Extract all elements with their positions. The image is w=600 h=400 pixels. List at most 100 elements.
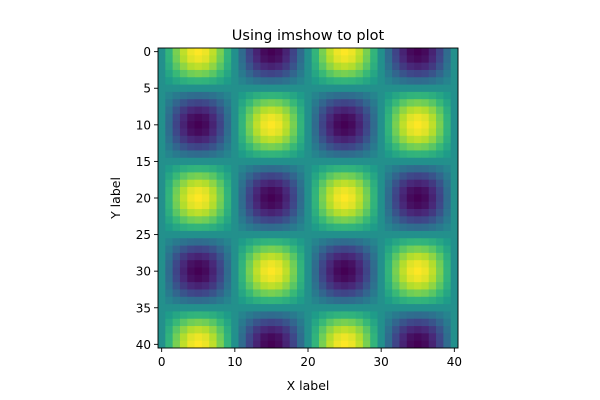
heatmap-cell	[297, 201, 305, 210]
heatmap-cell	[362, 84, 371, 93]
heatmap-cell	[443, 165, 452, 173]
heatmap-cell	[304, 128, 313, 137]
heatmap-cell	[443, 238, 452, 246]
heatmap-cell	[318, 55, 327, 64]
heatmap-cell	[450, 252, 459, 261]
heatmap-cell	[238, 282, 247, 290]
heatmap-cell	[318, 304, 327, 312]
heatmap-cell	[253, 216, 261, 225]
heatmap-cell	[428, 179, 437, 188]
heatmap-cell	[384, 48, 393, 56]
heatmap-cell	[223, 106, 232, 115]
heatmap-cell	[223, 230, 232, 239]
heatmap-cell	[289, 296, 298, 305]
heatmap-cell	[282, 128, 291, 137]
heatmap-cell	[201, 179, 210, 188]
heatmap-cell	[348, 62, 356, 71]
heatmap-cell	[289, 282, 298, 290]
heatmap-cell	[282, 304, 291, 312]
heatmap-cell	[165, 216, 174, 225]
heatmap-cell	[436, 245, 444, 254]
heatmap-cell	[304, 62, 313, 71]
heatmap-cell	[238, 304, 247, 312]
heatmap-cell	[399, 289, 408, 298]
heatmap-cell	[238, 179, 247, 188]
heatmap-cell	[194, 179, 203, 188]
heatmap-cell	[428, 333, 437, 342]
heatmap-cell	[165, 267, 174, 276]
heatmap-cell	[304, 311, 313, 320]
heatmap-cell	[275, 150, 283, 159]
heatmap-cell	[450, 84, 459, 93]
heatmap-cell	[223, 48, 232, 56]
heatmap-cell	[179, 260, 188, 268]
heatmap-cell	[362, 121, 371, 129]
heatmap-cell	[370, 99, 378, 107]
heatmap-cell	[267, 282, 276, 290]
heatmap-cell	[384, 62, 393, 71]
heatmap-cell	[223, 135, 232, 144]
heatmap-cell	[333, 267, 342, 276]
heatmap-cell	[231, 135, 239, 144]
heatmap-cell	[443, 333, 452, 342]
heatmap-cell	[223, 238, 232, 246]
heatmap-cell	[304, 230, 313, 239]
heatmap-cell	[253, 69, 261, 78]
heatmap-cell	[289, 165, 298, 173]
heatmap-cell	[355, 208, 364, 217]
heatmap-cell	[245, 150, 254, 159]
heatmap-cell	[348, 84, 356, 93]
heatmap-cell	[428, 326, 437, 334]
heatmap-cell	[209, 48, 217, 56]
heatmap-cell	[326, 223, 335, 232]
heatmap-cell	[392, 201, 400, 210]
heatmap-cell	[355, 157, 364, 166]
heatmap-cell	[377, 333, 386, 342]
heatmap-cell	[216, 62, 225, 71]
heatmap-cell	[428, 48, 437, 56]
heatmap-cell	[194, 194, 203, 203]
heatmap-cell	[179, 165, 188, 173]
heatmap-cell	[384, 296, 393, 305]
heatmap-cell	[179, 84, 188, 93]
heatmap-cell	[355, 135, 364, 144]
heatmap-cell	[187, 326, 195, 334]
heatmap-cell	[333, 48, 342, 56]
heatmap-cell	[267, 62, 276, 71]
heatmap-cell	[172, 216, 181, 225]
heatmap-cell	[414, 113, 422, 122]
heatmap-cell	[384, 106, 393, 115]
heatmap-cell	[311, 318, 320, 327]
heatmap-cell	[238, 260, 247, 268]
heatmap-cell	[289, 274, 298, 283]
heatmap-cell	[165, 340, 174, 349]
heatmap-cell	[304, 187, 313, 195]
heatmap-cell	[297, 216, 305, 225]
heatmap-cell	[340, 245, 349, 254]
heatmap-cell	[260, 216, 269, 225]
heatmap-cell	[245, 172, 254, 181]
heatmap-cell	[172, 187, 181, 195]
heatmap-cell	[275, 143, 283, 151]
heatmap-cell	[304, 106, 313, 115]
heatmap-cell	[436, 326, 444, 334]
heatmap-cell	[421, 121, 430, 129]
heatmap-cell	[392, 223, 400, 232]
heatmap-cell	[450, 128, 459, 137]
heatmap-cell	[209, 99, 217, 107]
heatmap-cell	[172, 238, 181, 246]
heatmap-cell	[187, 128, 195, 137]
heatmap-cell	[231, 91, 239, 100]
heatmap-cell	[172, 289, 181, 298]
heatmap-cell	[436, 333, 444, 342]
heatmap-cell	[297, 179, 305, 188]
heatmap-cell	[318, 172, 327, 181]
heatmap-cell	[179, 267, 188, 276]
heatmap-cell	[421, 84, 430, 93]
heatmap-cell	[158, 48, 166, 56]
heatmap-cell	[179, 128, 188, 137]
heatmap-cell	[421, 165, 430, 173]
heatmap-cell	[172, 77, 181, 85]
heatmap-cell	[414, 238, 422, 246]
